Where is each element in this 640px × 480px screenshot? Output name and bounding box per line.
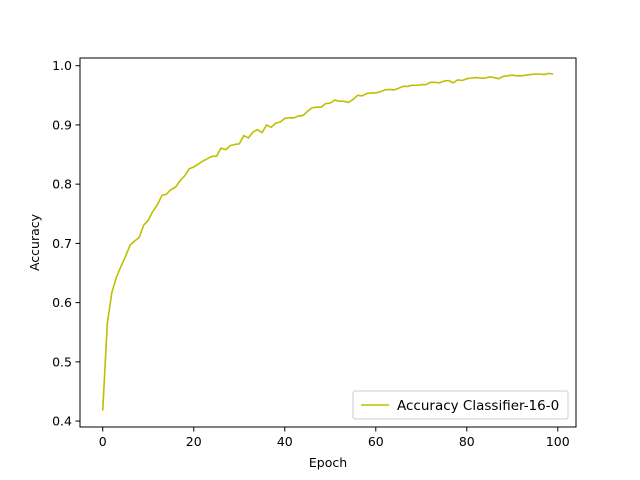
y-axis-label: Accuracy (27, 213, 42, 271)
y-tick-label: 0.4 (52, 414, 72, 429)
legend-label: Accuracy Classifier-16-0 (397, 398, 559, 414)
x-tick-label: 20 (186, 434, 202, 449)
x-tick-label: 60 (368, 434, 384, 449)
y-tick-label: 0.8 (52, 177, 72, 192)
y-tick-label: 1.0 (52, 58, 72, 73)
y-tick-label: 0.7 (52, 236, 72, 251)
axes-frame (79, 57, 577, 428)
series-line-0 (101, 72, 554, 411)
x-axis-label: Epoch (309, 455, 347, 470)
x-axis: 0 20 40 60 80 100 (99, 427, 570, 449)
legend-box (352, 390, 569, 420)
legend: Accuracy Classifier-16-0 (352, 390, 569, 420)
y-tick-label: 0.5 (52, 354, 72, 369)
x-tick-label: 0 (99, 434, 107, 449)
y-tick-label: 0.6 (52, 295, 72, 310)
plot-area (79, 57, 577, 428)
x-tick-label: 80 (459, 434, 475, 449)
x-tick-label: 100 (546, 434, 570, 449)
series-layer (101, 72, 554, 411)
x-tick-label: 40 (277, 434, 293, 449)
y-tick-label: 0.9 (52, 117, 72, 132)
y-axis: 0.4 0.5 0.6 0.7 0.8 0.9 1.0 (52, 58, 80, 429)
